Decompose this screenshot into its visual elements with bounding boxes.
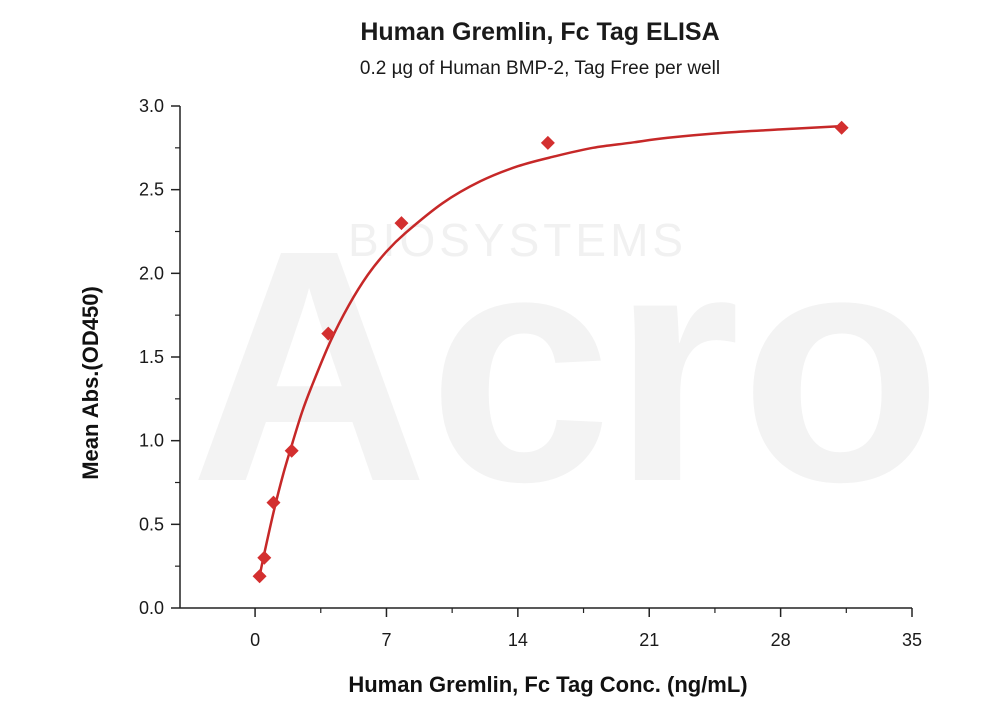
y-tick-label: 3.0 [139,96,164,116]
x-tick-label: 14 [508,630,528,650]
x-tick-label: 28 [771,630,791,650]
chart-title: Human Gremlin, Fc Tag ELISA [360,18,719,46]
data-point-marker [321,326,336,341]
data-point-marker [266,495,281,510]
data-point-marker [284,443,299,458]
x-axis-label: Human Gremlin, Fc Tag Conc. (ng/mL) [348,672,747,697]
data-point-marker [394,216,409,231]
watermark: BIOSYSTEMS Acro [190,181,942,550]
y-tick-label: 2.0 [139,263,164,283]
x-ticks: 0 7 14 21 28 35 [250,608,922,650]
x-tick-label: 0 [250,630,260,650]
y-tick-label: 1.5 [139,347,164,367]
x-tick-label: 21 [639,630,659,650]
watermark-brand-text: Acro [190,181,942,550]
chart-subtitle: 0.2 µg of Human BMP-2, Tag Free per well [360,58,720,79]
y-tick-label: 1.0 [139,431,164,451]
y-tick-label: 2.5 [139,180,164,200]
y-axis-label: Mean Abs.(OD450) [78,286,103,480]
axes: 0 7 14 21 28 35 0.0 0.5 1.0 1.5 2.0 2.5 3.0 [139,96,922,650]
y-tick-label: 0.5 [139,514,164,534]
x-tick-label: 35 [902,630,922,650]
data-markers [252,120,849,584]
x-tick-label: 7 [381,630,391,650]
data-point-marker [257,550,272,565]
data-point-marker [834,120,849,135]
data-point-marker [252,569,267,584]
data-point-marker [540,135,555,150]
y-tick-label: 0.0 [139,598,164,618]
y-ticks: 0.0 0.5 1.0 1.5 2.0 2.5 3.0 [139,96,180,618]
fit-curve [258,124,842,577]
